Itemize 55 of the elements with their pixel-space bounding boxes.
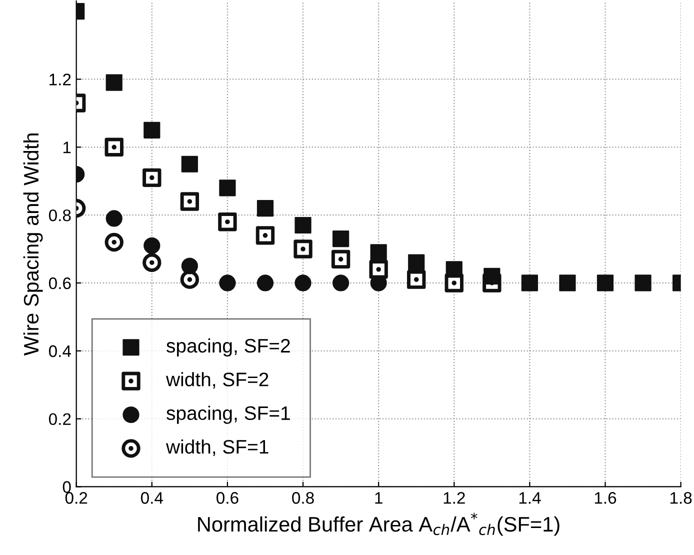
point xyxy=(331,250,350,269)
x-tick-label: 0.6 xyxy=(216,492,238,504)
x-tick-label: 1.8 xyxy=(670,492,692,504)
legend-label: width, SF=1 xyxy=(166,439,268,456)
point xyxy=(596,274,614,292)
point xyxy=(484,268,500,284)
point xyxy=(559,274,576,292)
point xyxy=(142,168,162,188)
y-tick-label: 0.2 xyxy=(48,413,71,426)
point xyxy=(370,244,387,261)
point xyxy=(106,74,122,91)
point xyxy=(219,274,236,292)
point xyxy=(256,226,275,245)
y-tick-label: 0.8 xyxy=(48,209,71,222)
point xyxy=(180,270,200,289)
point xyxy=(332,274,350,292)
y-tick-label: 0 xyxy=(62,481,71,493)
point xyxy=(294,240,312,258)
y-tick-label: 0.6 xyxy=(48,277,71,290)
x-tick-label: 1 xyxy=(375,492,382,504)
y-tick-label: 1 xyxy=(63,142,71,154)
point xyxy=(144,237,160,254)
point xyxy=(256,274,274,292)
x-tick-label: 1.6 xyxy=(594,492,616,504)
point xyxy=(144,122,160,138)
point xyxy=(218,212,237,232)
point xyxy=(181,156,198,172)
legend-label: spacing, SF=1 xyxy=(166,406,290,424)
point xyxy=(294,274,312,292)
point xyxy=(369,260,388,279)
point xyxy=(634,274,652,292)
point xyxy=(408,254,425,271)
point xyxy=(256,200,274,217)
point xyxy=(332,230,350,248)
point xyxy=(521,274,538,292)
x-tick-label: 0.8 xyxy=(292,492,314,504)
point xyxy=(106,210,122,227)
point xyxy=(142,253,162,272)
point xyxy=(104,138,124,156)
point xyxy=(181,258,198,274)
point xyxy=(219,180,236,196)
y-axis-title: Wire Spacing and Width xyxy=(23,134,43,356)
x-tick-label: 0.4 xyxy=(140,492,163,504)
x-axis-title: Normalized Buffer Area A$_{ch}$/A$^{*}$$_{ch}$(SF=1) xyxy=(198,512,560,536)
y-tick-label: 1.2 xyxy=(50,74,71,86)
legend-label: spacing, SF=2 xyxy=(166,338,290,357)
x-tick-label: 1.2 xyxy=(444,492,465,504)
x-tick-label: 1.4 xyxy=(519,492,541,504)
y-tick-label: 0.4 xyxy=(48,345,71,358)
point xyxy=(407,270,426,289)
point xyxy=(446,261,462,278)
point xyxy=(294,216,312,234)
legend-label: width, SF=2 xyxy=(166,372,268,389)
point xyxy=(180,192,200,211)
point xyxy=(104,232,124,252)
